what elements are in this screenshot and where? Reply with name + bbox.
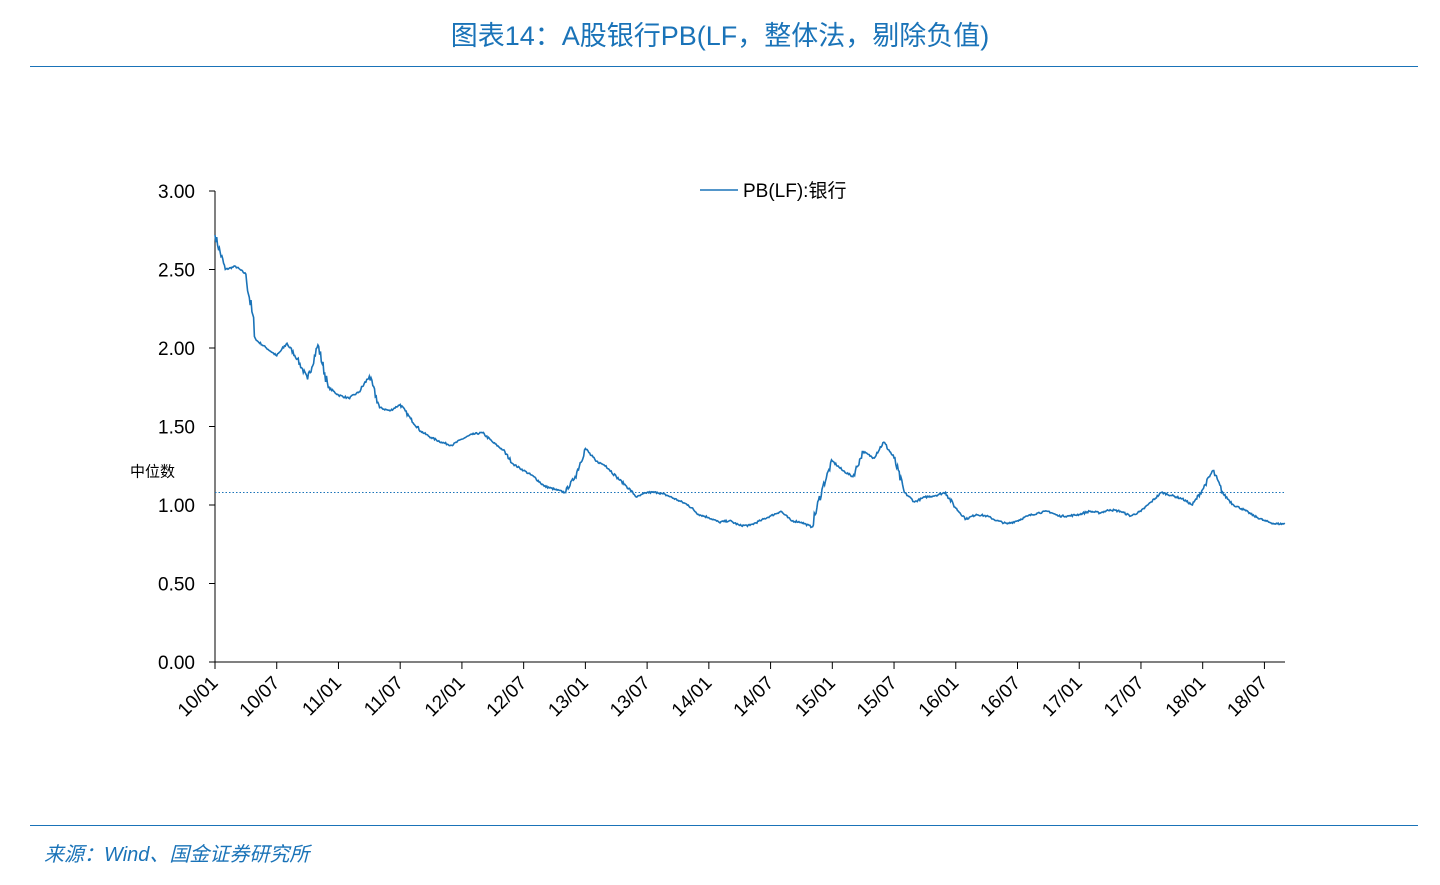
x-tick-label: 11/01 [299,673,346,720]
x-tick-label: 17/07 [1100,673,1148,721]
y-tick-label: 0.00 [158,653,195,674]
y-tick-label: 3.00 [158,182,195,203]
x-tick-label: 18/01 [1162,673,1210,721]
source-divider [30,825,1418,826]
series-line-bank-pb [214,234,1286,529]
y-tick-label: 2.00 [158,339,195,360]
x-tick-label: 17/01 [1038,673,1086,721]
x-tick-label: 14/01 [668,673,716,721]
x-tick-label: 10/01 [174,673,222,721]
legend: PB(LF):银行 [700,180,846,202]
x-tick-label: 11/07 [360,673,407,720]
x-tick-label: 14/07 [730,673,778,721]
title-divider-top [30,66,1418,67]
x-tick-label: 18/07 [1223,673,1271,721]
chart-axes: 0.00 0.50 1.00 1.50 2.00 2.50 3.00 10/01 10/07 11… [158,182,1285,721]
y-tick-label: 1.50 [158,418,195,439]
x-tick-label: 16/01 [915,673,963,721]
x-tick-label: 16/07 [977,673,1025,721]
x-tick-label: 15/01 [791,673,839,721]
y-tick-label: 0.50 [158,575,195,596]
chart-title: 图表14：A股银行PB(LF，整体法，剔除负值) [450,21,990,51]
legend-label: PB(LF):银行 [743,180,846,202]
source-note: 来源：Wind、国金证券研究所 [44,844,310,866]
x-tick-label: 13/07 [606,673,654,721]
y-tick-label: 1.00 [158,496,195,517]
x-tick-label: 10/07 [236,673,284,721]
x-tick-label: 15/07 [853,673,901,721]
median-label: 中位数 [130,462,175,480]
x-tick-label: 12/01 [421,673,469,721]
x-tick-label: 13/01 [544,673,592,721]
x-tick-label: 12/07 [483,673,531,721]
y-tick-label: 2.50 [158,261,195,282]
